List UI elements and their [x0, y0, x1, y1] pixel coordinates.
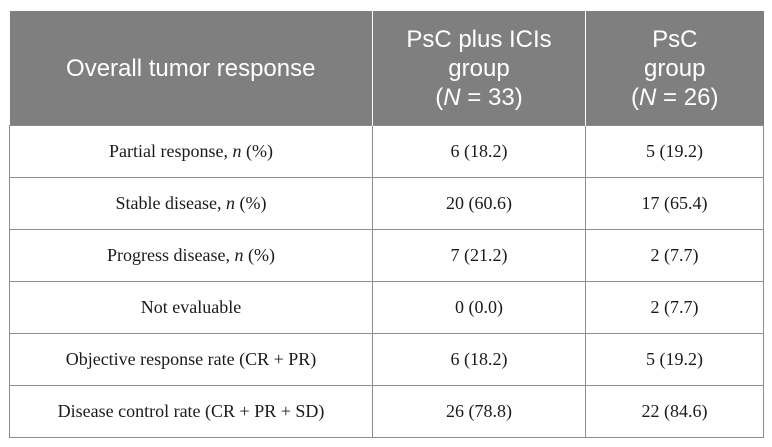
header-psc-plus-icis-group: PsC plus ICIs group (N = 33)	[372, 11, 586, 126]
table-row: Partial response, n (%) 6 (18.2) 5 (19.2…	[9, 125, 764, 178]
row-label-suffix: (%)	[243, 245, 275, 265]
table-row: Progress disease, n (%) 7 (21.2) 2 (7.7)	[9, 229, 764, 282]
cell-psc: 5 (19.2)	[585, 333, 764, 386]
row-label-text: Disease control rate (CR + PR + SD)	[57, 401, 325, 421]
table-row: Disease control rate (CR + PR + SD) 26 (…	[9, 385, 764, 438]
cell-psc: 2 (7.7)	[585, 229, 764, 282]
row-label-n: n	[226, 193, 235, 213]
row-label: Not evaluable	[9, 281, 373, 334]
row-label: Progress disease, n (%)	[9, 229, 373, 282]
row-label-n: n	[232, 141, 242, 161]
cell-psc: 22 (84.6)	[585, 385, 764, 438]
header-row: Overall tumor response PsC plus ICIs gro…	[9, 11, 764, 126]
table-body: Partial response, n (%) 6 (18.2) 5 (19.2…	[9, 125, 764, 438]
header-psc-plus-icis-count-var: N	[443, 83, 461, 111]
header-psc-plus-icis-line1: PsC plus ICIs	[406, 25, 552, 53]
row-label-n: n	[234, 245, 244, 265]
cell-psc: 17 (65.4)	[585, 177, 764, 230]
cell-psc-plus-icis: 20 (60.6)	[372, 177, 586, 230]
tumor-response-table: Overall tumor response PsC plus ICIs gro…	[9, 11, 764, 438]
table-row: Objective response rate (CR + PR) 6 (18.…	[9, 333, 764, 386]
row-label: Disease control rate (CR + PR + SD)	[9, 385, 373, 438]
row-label-text: Progress disease,	[107, 245, 235, 265]
cell-psc-plus-icis: 7 (21.2)	[372, 229, 586, 282]
cell-psc: 5 (19.2)	[585, 125, 764, 178]
header-psc-line2: group	[644, 54, 706, 82]
row-label-text: Not evaluable	[140, 297, 242, 317]
header-psc-count-open: (	[631, 83, 640, 111]
row-label-text: Partial response,	[109, 141, 233, 161]
header-psc-count-close: = 26)	[656, 83, 719, 111]
header-psc-plus-icis-count-open: (	[435, 83, 444, 111]
table-row: Stable disease, n (%) 20 (60.6) 17 (65.4…	[9, 177, 764, 230]
cell-psc-plus-icis: 0 (0.0)	[372, 281, 586, 334]
header-psc-plus-icis-count-close: = 33)	[460, 83, 523, 111]
row-label: Partial response, n (%)	[9, 125, 373, 178]
header-psc-line1: PsC	[652, 25, 698, 53]
cell-psc-plus-icis: 6 (18.2)	[372, 125, 586, 178]
row-label: Stable disease, n (%)	[9, 177, 373, 230]
header-psc-group: PsC group (N = 26)	[585, 11, 764, 126]
cell-psc-plus-icis: 6 (18.2)	[372, 333, 586, 386]
header-psc-plus-icis-line2: group	[448, 54, 510, 82]
row-label-suffix: (%)	[241, 141, 273, 161]
cell-psc: 2 (7.7)	[585, 281, 764, 334]
header-psc-plus-icis-count: (N = 33)	[379, 83, 579, 112]
row-label-suffix: (%)	[235, 193, 267, 213]
table-row: Not evaluable 0 (0.0) 2 (7.7)	[9, 281, 764, 334]
row-label: Objective response rate (CR + PR)	[9, 333, 373, 386]
header-psc-count: (N = 26)	[592, 83, 758, 112]
row-label-text: Stable disease,	[115, 193, 226, 213]
header-psc-count-var: N	[639, 83, 657, 111]
cell-psc-plus-icis: 26 (78.8)	[372, 385, 586, 438]
header-overall-tumor-response: Overall tumor response	[9, 11, 373, 126]
table-header: Overall tumor response PsC plus ICIs gro…	[9, 11, 764, 126]
row-label-text: Objective response rate (CR + PR)	[65, 349, 317, 369]
